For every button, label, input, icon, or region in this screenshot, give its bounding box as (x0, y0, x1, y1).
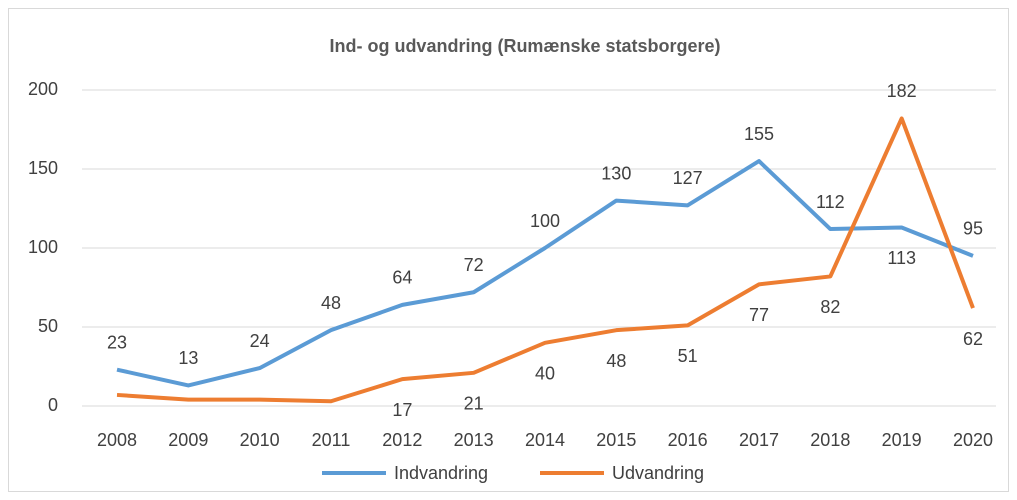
data-label: 48 (606, 351, 626, 371)
data-label: 51 (678, 346, 698, 366)
y-tick-label: 0 (48, 395, 58, 415)
x-tick-label: 2017 (739, 430, 779, 450)
data-label: 130 (601, 163, 631, 183)
x-tick-label: 2012 (382, 430, 422, 450)
y-tick-label: 100 (28, 237, 58, 257)
y-tick-label: 50 (38, 316, 58, 336)
series-line (116, 116, 975, 404)
legend-label: Udvandring (612, 463, 704, 483)
data-label: 13 (178, 348, 198, 368)
y-tick-label: 200 (28, 79, 58, 99)
data-label: 23 (107, 332, 127, 352)
x-tick-label: 2018 (810, 430, 850, 450)
data-label: 21 (464, 394, 484, 414)
data-label: 62 (963, 329, 983, 349)
data-label: 64 (392, 268, 412, 288)
data-label: 82 (820, 297, 840, 317)
data-label: 127 (673, 168, 703, 188)
chart-border (8, 8, 1009, 492)
x-tick-label: 2008 (97, 430, 137, 450)
data-label: 17 (392, 400, 412, 420)
x-tick-label: 2010 (240, 430, 280, 450)
data-label: 72 (464, 255, 484, 275)
y-tick-label: 150 (28, 158, 58, 178)
x-tick-label: 2015 (596, 430, 636, 450)
series-line (116, 159, 974, 388)
data-label: 48 (321, 293, 341, 313)
x-tick-label: 2020 (953, 430, 993, 450)
legend-label: Indvandring (394, 463, 488, 483)
x-tick-label: 2019 (882, 430, 922, 450)
x-tick-label: 2013 (454, 430, 494, 450)
chart-title: Ind- og udvandring (Rumænske statsborger… (329, 36, 720, 56)
data-label: 112 (816, 192, 845, 212)
data-label: 113 (887, 248, 916, 268)
x-tick-label: 2009 (168, 430, 208, 450)
data-label: 182 (887, 81, 917, 101)
data-label: 40 (535, 364, 555, 384)
data-label: 100 (530, 211, 560, 231)
data-label: 77 (749, 305, 769, 325)
data-label: 24 (250, 331, 270, 351)
x-tick-label: 2011 (312, 430, 351, 450)
data-label: 95 (963, 219, 983, 239)
x-tick-label: 2016 (668, 430, 708, 450)
x-tick-label: 2014 (525, 430, 565, 450)
data-label: 155 (744, 124, 774, 144)
